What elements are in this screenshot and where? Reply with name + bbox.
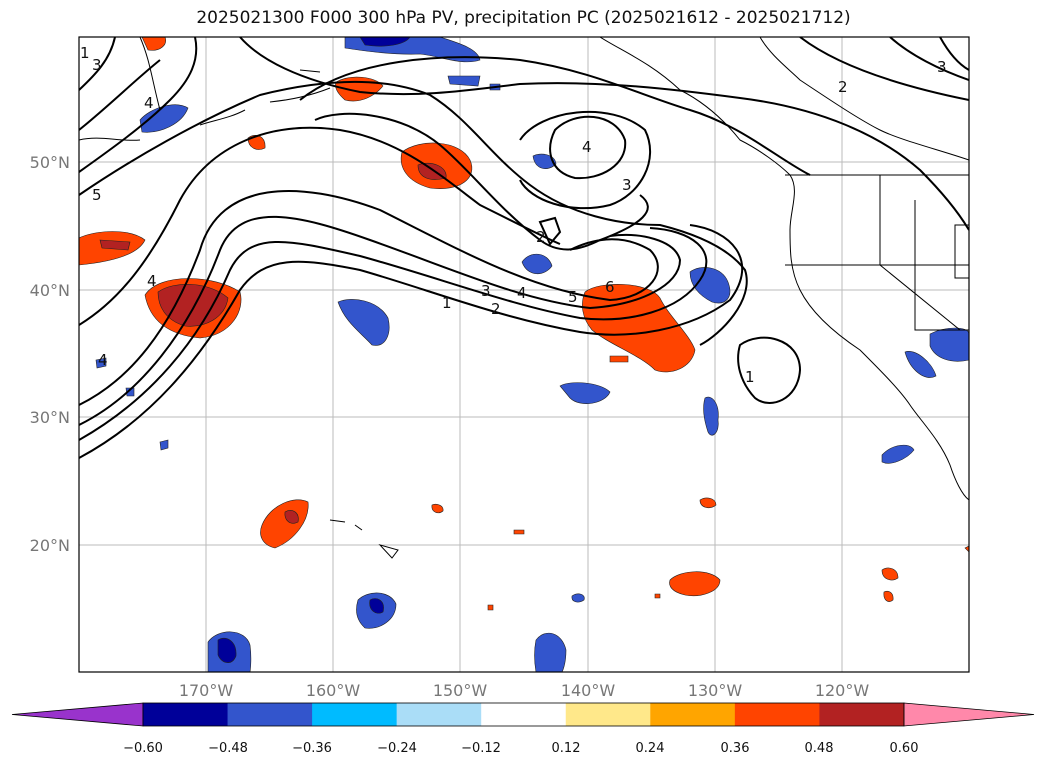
colorbar-segment bbox=[396, 703, 482, 726]
colorbar-tick-labels: −0.60 −0.48 −0.36 −0.24 −0.12 0.12 0.24 … bbox=[123, 741, 918, 756]
colorbar-segment bbox=[650, 703, 736, 726]
colorbar bbox=[11, 702, 1035, 727]
contour-label: 3 bbox=[622, 176, 632, 194]
contour-label: 6 bbox=[605, 278, 615, 296]
contour-label: 3 bbox=[937, 58, 947, 76]
lon-label: 120°W bbox=[815, 681, 870, 700]
colorbar-extend-high bbox=[903, 702, 1035, 727]
lon-label: 140°W bbox=[561, 681, 616, 700]
colorbar-segment bbox=[481, 703, 567, 726]
colorbar-outline bbox=[142, 702, 905, 727]
lon-label: 130°W bbox=[688, 681, 743, 700]
contour-label: 3 bbox=[481, 282, 491, 300]
colorbar-tick-label: −0.48 bbox=[208, 741, 248, 756]
gridlines bbox=[79, 37, 969, 672]
lat-label: 50°N bbox=[30, 153, 70, 172]
contour-label: 2 bbox=[536, 228, 546, 246]
lat-label: 30°N bbox=[30, 408, 70, 427]
lon-label: 150°W bbox=[433, 681, 488, 700]
colorbar-tick-label: −0.36 bbox=[292, 741, 332, 756]
colorbar-tick-label: −0.12 bbox=[461, 741, 501, 756]
colorbar-tick-label: −0.60 bbox=[123, 741, 163, 756]
contour-label: 4 bbox=[582, 138, 592, 156]
lat-label: 20°N bbox=[30, 536, 70, 555]
contour-label: 2 bbox=[838, 78, 848, 96]
lon-label: 170°W bbox=[179, 681, 234, 700]
lat-label: 40°N bbox=[30, 281, 70, 300]
latitude-labels: 50°N 40°N 30°N 20°N bbox=[30, 153, 70, 555]
colorbar-tick-label: 0.36 bbox=[721, 741, 750, 756]
contour-label: 1 bbox=[80, 44, 90, 62]
contour-label: 5 bbox=[92, 186, 102, 204]
contour-label: 4 bbox=[517, 284, 527, 302]
contour-label: 4 bbox=[98, 351, 108, 369]
colorbar-tick-label: 0.12 bbox=[552, 741, 581, 756]
longitude-labels: 170°W 160°W 150°W 140°W 130°W 120°W bbox=[179, 681, 870, 700]
colorbar-segment bbox=[734, 703, 820, 726]
contour-label: 1 bbox=[442, 294, 452, 312]
colorbar-segment bbox=[143, 703, 229, 726]
contour-label: 3 bbox=[92, 56, 102, 74]
contour-label: 2 bbox=[491, 300, 501, 318]
contour-label: 4 bbox=[144, 94, 154, 112]
colorbar-tick-label: −0.24 bbox=[377, 741, 417, 756]
colorbar-tick-label: 0.60 bbox=[890, 741, 919, 756]
contour-label: 1 bbox=[745, 368, 755, 386]
lon-label: 160°W bbox=[306, 681, 361, 700]
colorbar-tick-label: 0.48 bbox=[805, 741, 834, 756]
colorbar-segment bbox=[565, 703, 651, 726]
map-title: 2025021300 F000 300 hPa PV, precipitatio… bbox=[196, 8, 851, 28]
colorbar-segment bbox=[819, 703, 905, 726]
colorbar-extend-low bbox=[11, 702, 144, 727]
coastlines bbox=[79, 37, 969, 559]
colorbar-segment bbox=[312, 703, 398, 726]
negative-precip-patches bbox=[95, 37, 969, 672]
pv-contours bbox=[79, 37, 969, 459]
contour-label: 5 bbox=[568, 288, 578, 306]
contour-label: 4 bbox=[147, 272, 157, 290]
contour-labels: 1 2 3 4 5 6 4 3 2 4 5 4 4 3 2 3 1 1 bbox=[80, 44, 947, 386]
map-frame bbox=[78, 36, 970, 673]
map-area bbox=[79, 37, 969, 672]
colorbar-tick-label: 0.24 bbox=[636, 741, 665, 756]
colorbar-segment bbox=[227, 703, 313, 726]
positive-precip-patches bbox=[79, 37, 969, 611]
